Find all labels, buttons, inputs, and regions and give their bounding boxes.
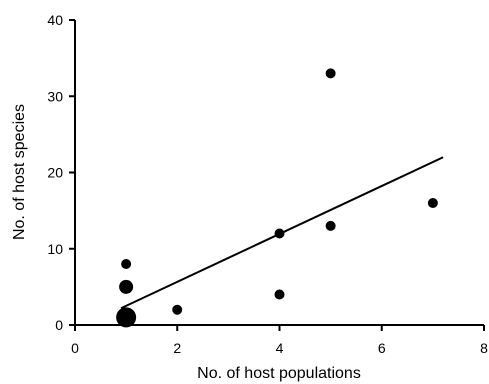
x-tick-label-1: 2: [173, 340, 181, 356]
x-axis-label: No. of host populations: [197, 365, 361, 382]
data-point-7: [325, 68, 336, 79]
plot-area: [74, 20, 484, 326]
y-axis-ticks: 0 10 20 30 40: [47, 12, 75, 333]
data-point-6: [325, 220, 336, 231]
data-point-4: [274, 289, 285, 300]
x-tick-label-3: 6: [378, 340, 386, 356]
data-point-2: [121, 259, 132, 269]
data-point-5: [274, 228, 285, 239]
x-axis-ticks: 0 2 4 6 8: [71, 325, 488, 356]
data-point-3: [172, 304, 183, 315]
x-tick-label-2: 4: [276, 340, 284, 356]
y-axis-label: No. of host species: [11, 104, 28, 240]
y-tick-label-4: 40: [47, 12, 63, 28]
data-point-1: [119, 279, 134, 294]
y-tick-label-1: 10: [47, 241, 63, 257]
data-point-0: [116, 307, 137, 328]
data-point-8: [427, 198, 438, 208]
y-tick-label-2: 20: [47, 165, 63, 181]
data-points-layer: [116, 68, 438, 328]
y-tick-label-3: 30: [47, 88, 63, 104]
x-tick-label-4: 8: [480, 340, 488, 356]
y-tick-label-0: 0: [55, 317, 63, 333]
x-tick-label-0: 0: [71, 340, 79, 356]
